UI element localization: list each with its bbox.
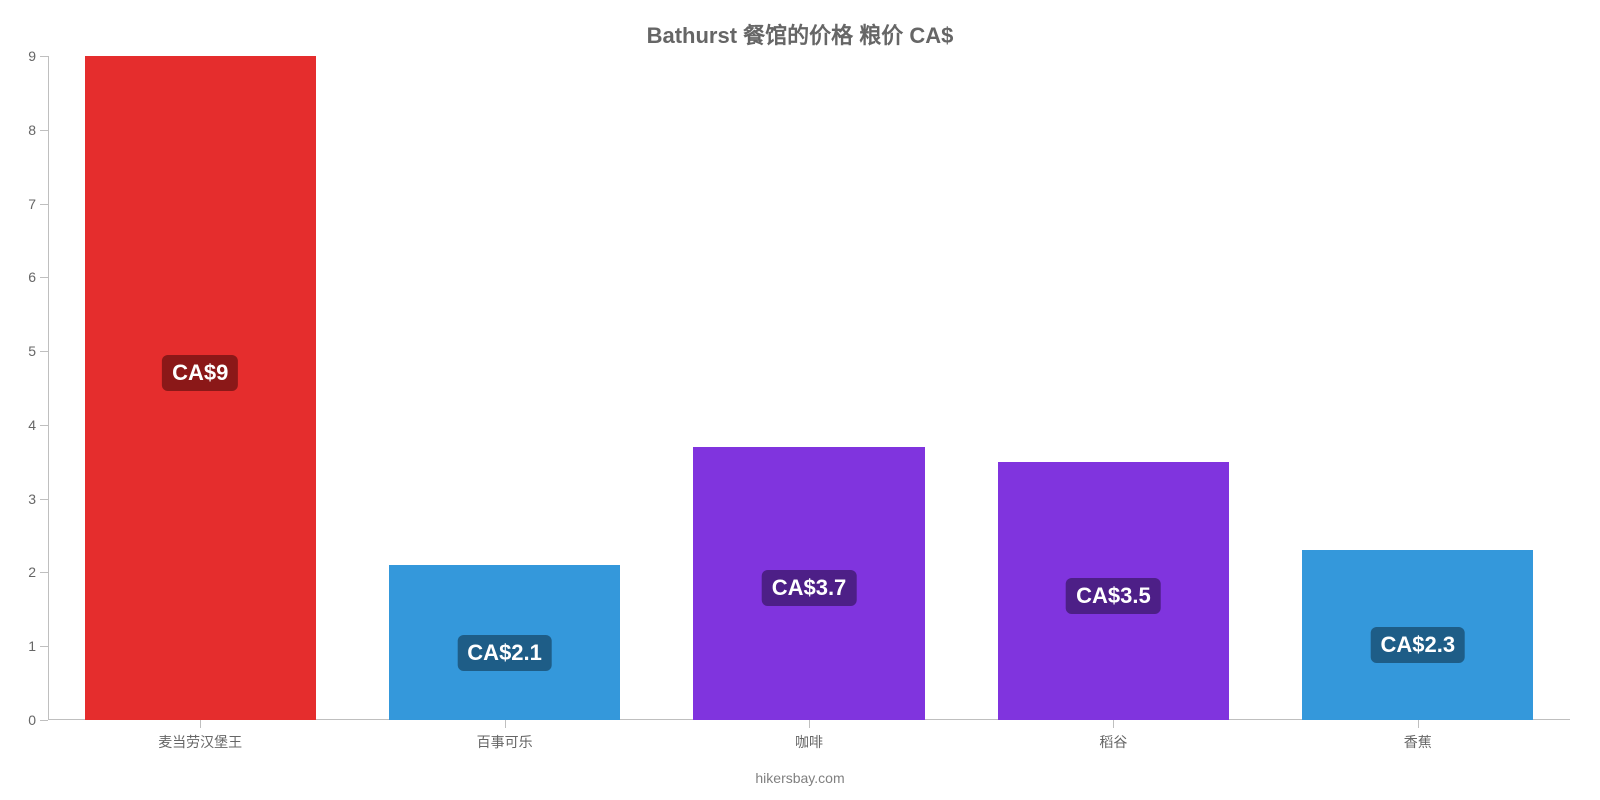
y-tick-label: 5: [8, 343, 36, 359]
value-badge: CA$2.3: [1371, 627, 1466, 663]
y-tick-label: 3: [8, 491, 36, 507]
y-tick: [40, 130, 48, 131]
value-badge: CA$3.7: [762, 570, 857, 606]
value-badge: CA$3.5: [1066, 578, 1161, 614]
value-badge: CA$2.1: [457, 635, 552, 671]
x-tick: [1418, 720, 1419, 728]
x-tick-label: 咖啡: [795, 732, 823, 752]
x-tick-label: 麦当劳汉堡王: [158, 732, 242, 752]
price-bar-chart: Bathurst 餐馆的价格 粮价 CA$ 0123456789麦当劳汉堡王CA…: [0, 0, 1600, 800]
x-tick: [1113, 720, 1114, 728]
chart-title: Bathurst 餐馆的价格 粮价 CA$: [0, 18, 1600, 50]
y-tick: [40, 204, 48, 205]
y-tick: [40, 646, 48, 647]
y-tick-label: 7: [8, 196, 36, 212]
y-tick: [40, 572, 48, 573]
y-tick: [40, 499, 48, 500]
plot-area: 0123456789麦当劳汉堡王CA$9百事可乐CA$2.1咖啡CA$3.7稻谷…: [48, 56, 1570, 720]
x-tick-label: 稻谷: [1099, 732, 1127, 752]
x-tick: [505, 720, 506, 728]
y-tick-label: 4: [8, 417, 36, 433]
x-tick-label: 百事可乐: [477, 732, 533, 752]
y-tick-label: 0: [8, 712, 36, 728]
y-axis-line: [48, 56, 49, 720]
y-tick: [40, 351, 48, 352]
y-tick-label: 2: [8, 564, 36, 580]
x-tick-label: 香蕉: [1404, 732, 1432, 752]
y-tick: [40, 56, 48, 57]
y-tick: [40, 720, 48, 721]
attribution-text: hikersbay.com: [0, 770, 1600, 786]
y-tick-label: 8: [8, 122, 36, 138]
y-tick-label: 6: [8, 269, 36, 285]
value-badge: CA$9: [162, 355, 238, 391]
y-tick: [40, 277, 48, 278]
x-tick: [809, 720, 810, 728]
y-tick-label: 1: [8, 638, 36, 654]
y-tick: [40, 425, 48, 426]
x-tick: [200, 720, 201, 728]
y-tick-label: 9: [8, 48, 36, 64]
